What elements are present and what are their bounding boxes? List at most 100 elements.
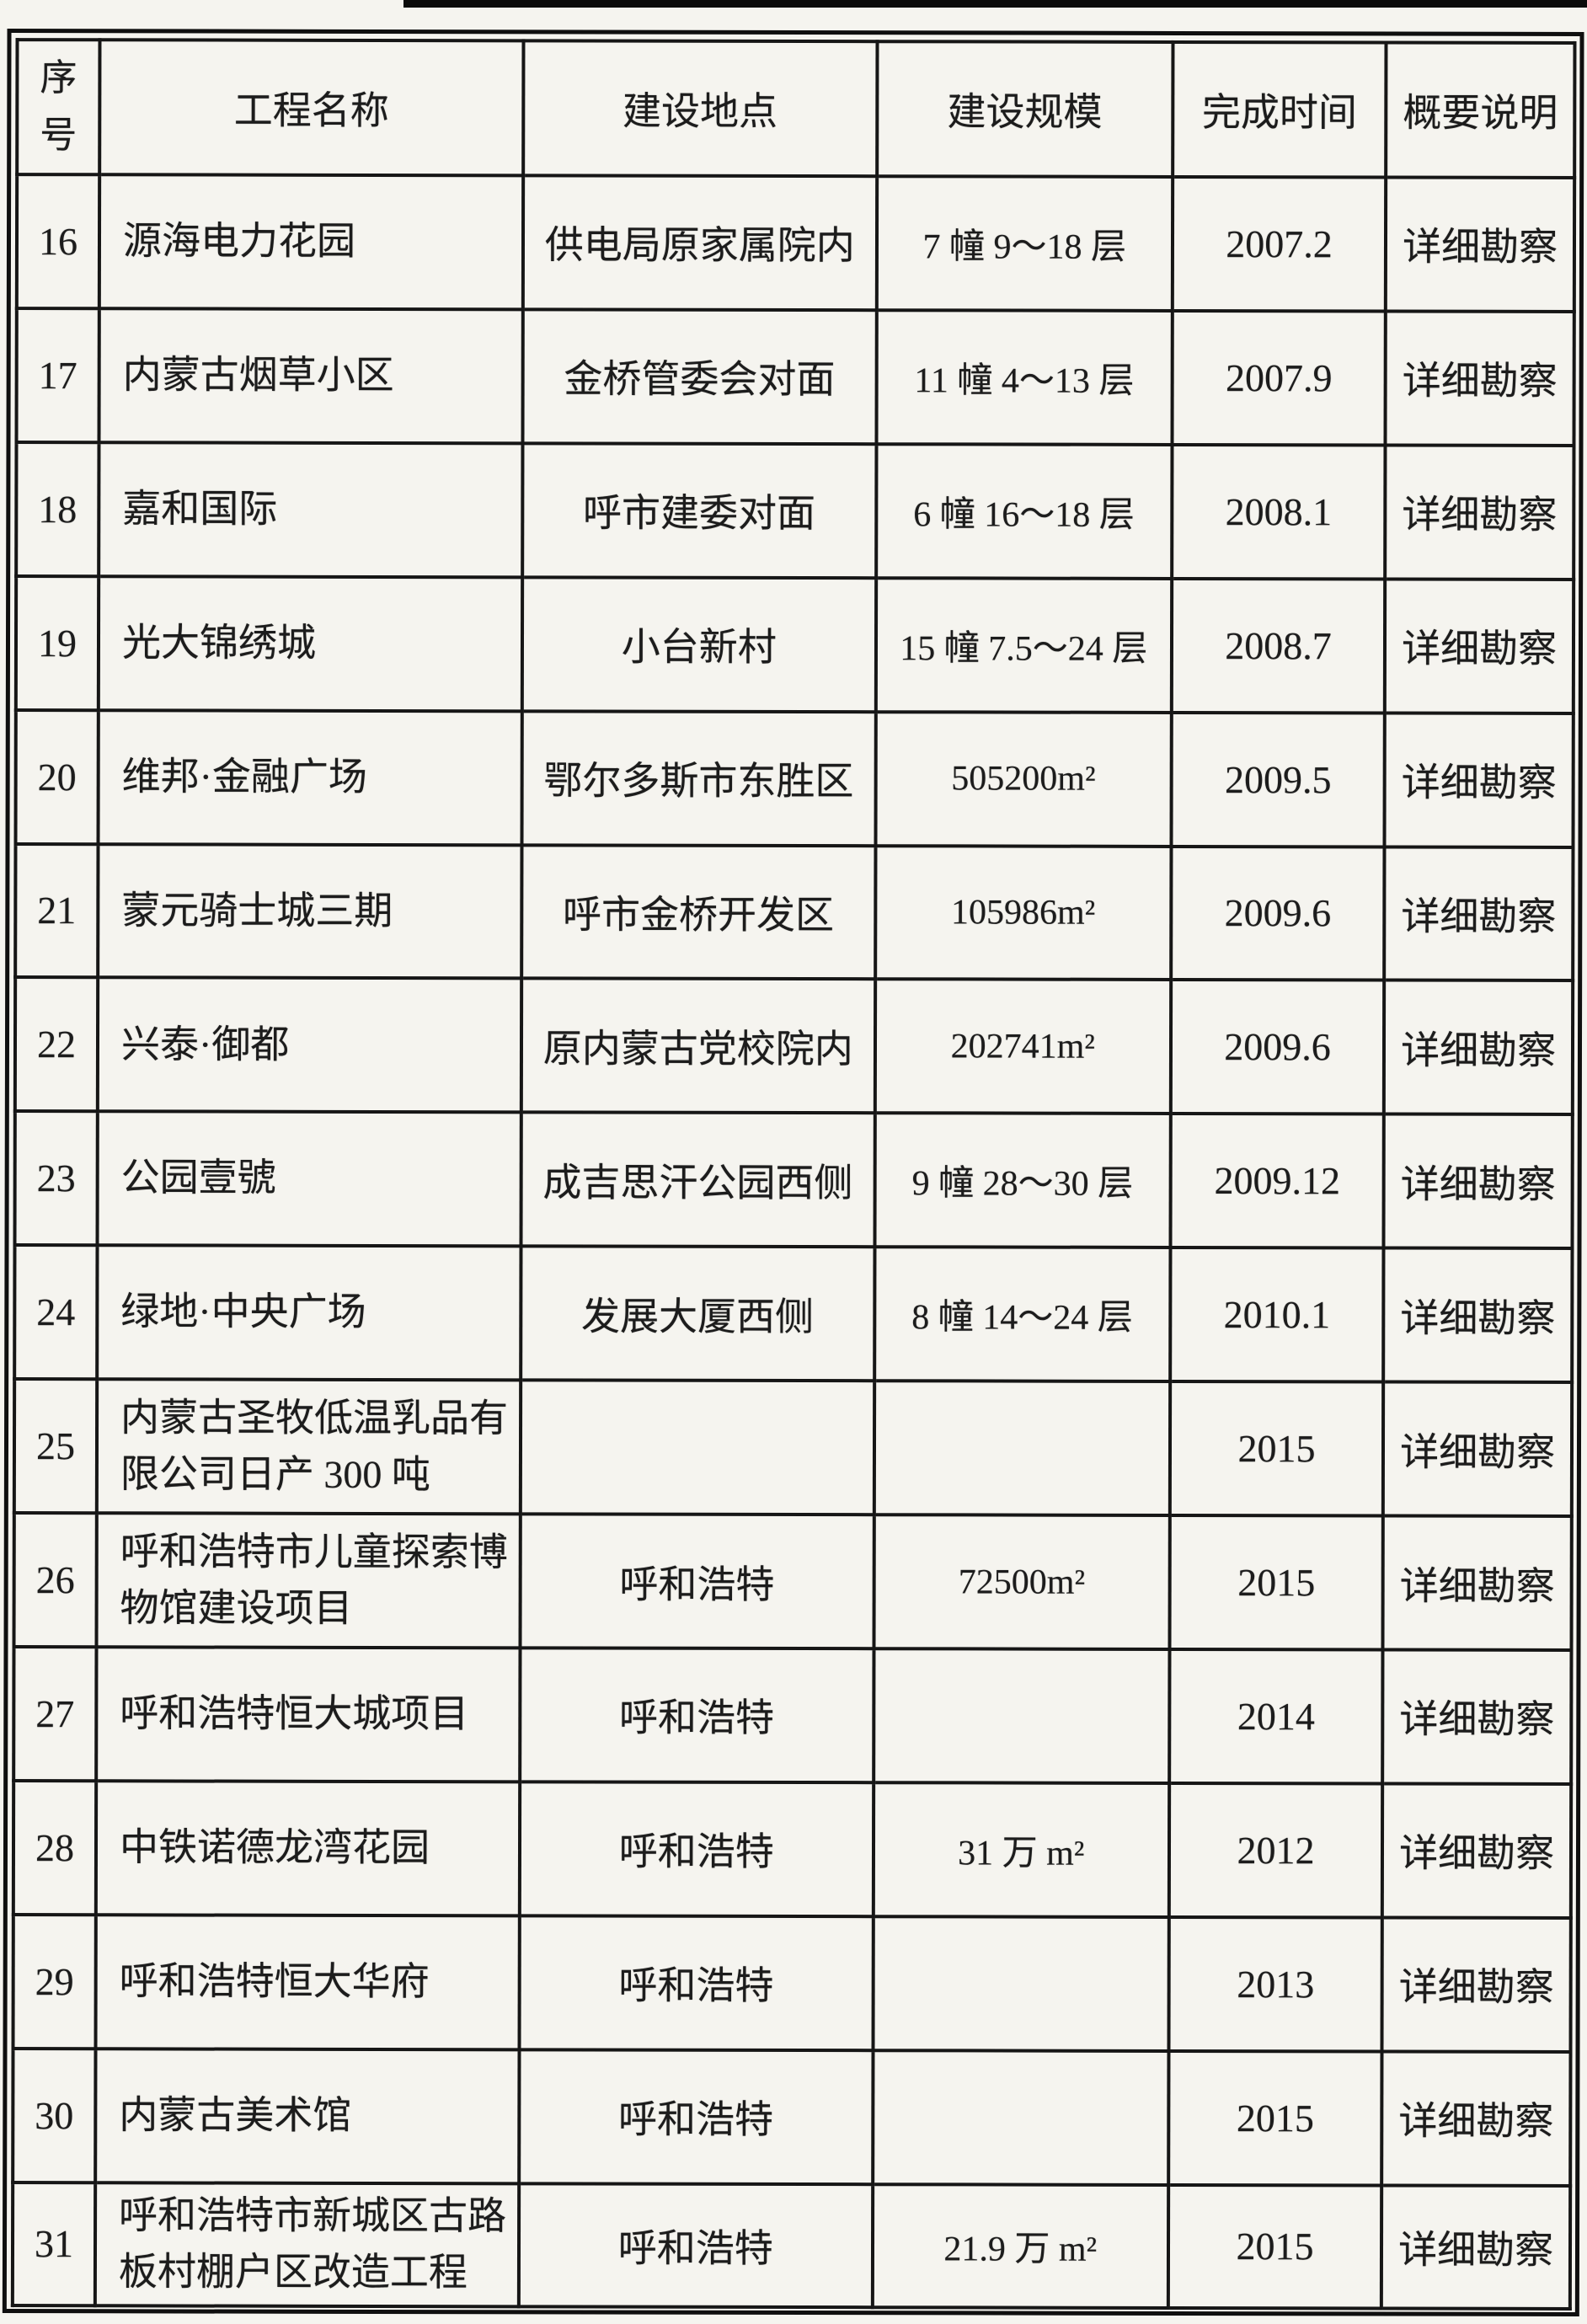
cell-no: 21 bbox=[15, 843, 99, 978]
cell-scale bbox=[872, 2049, 1169, 2185]
cell-time: 2015 bbox=[1168, 2184, 1382, 2309]
cell-name: 呼和浩特市新城区古路板村棚户区改造工程 bbox=[94, 2182, 520, 2307]
cell-note: 详细勘察 bbox=[1383, 1114, 1573, 1249]
cell-time: 2012 bbox=[1168, 1782, 1383, 1918]
cell-scale: 11 幢 4～13 层 bbox=[876, 310, 1173, 445]
cell-name: 绿地·中央广场 bbox=[97, 1245, 521, 1381]
table-row: 23 公园壹號 成吉思汗公园西侧 9 幢 28～30 层 2009.12 详细勘察 bbox=[14, 1111, 1573, 1249]
table-row: 21 蒙元骑士城三期 呼市金桥开发区 105986m² 2009.6 详细勘察 bbox=[15, 843, 1574, 981]
cell-location: 呼和浩特 bbox=[520, 1648, 874, 1783]
cell-scale bbox=[873, 1648, 1170, 1783]
table-row: 24 绿地·中央广场 发展大厦西侧 8 幢 14～24 层 2010.1 详细勘察 bbox=[14, 1245, 1573, 1383]
cell-name: 嘉和国际 bbox=[99, 442, 523, 578]
cell-time: 2009.6 bbox=[1170, 980, 1385, 1114]
cell-note: 详细勘察 bbox=[1381, 2185, 1571, 2309]
cell-time: 2007.2 bbox=[1172, 176, 1387, 312]
cell-location: 金桥管委会对面 bbox=[522, 309, 877, 445]
cell-note: 详细勘察 bbox=[1384, 847, 1574, 981]
table-row: 22 兴泰·御都 原内蒙古党校院内 202741m² 2009.6 详细勘察 bbox=[14, 977, 1574, 1115]
cell-no: 29 bbox=[13, 1914, 96, 2049]
cell-location: 原内蒙古党校院内 bbox=[521, 978, 875, 1114]
cell-scale: 6 幢 16～18 层 bbox=[875, 444, 1173, 579]
cell-location: 呼和浩特 bbox=[519, 1915, 874, 2050]
cell-scale: 31 万 m² bbox=[873, 1782, 1170, 1917]
cell-note: 详细勘察 bbox=[1385, 579, 1574, 713]
cell-scale: 72500m² bbox=[874, 1515, 1170, 1649]
cell-scale: 505200m² bbox=[875, 711, 1172, 847]
cell-name: 中铁诺德龙湾花园 bbox=[95, 1781, 521, 1916]
cell-name: 兴泰·御都 bbox=[97, 977, 522, 1113]
column-header-scale: 建设规模 bbox=[876, 41, 1173, 177]
cell-scale: 15 幢 7.5～24 层 bbox=[875, 577, 1173, 713]
cell-note: 详细勘察 bbox=[1385, 445, 1574, 580]
cell-name: 源海电力花园 bbox=[99, 174, 524, 310]
cell-note: 详细勘察 bbox=[1386, 177, 1575, 312]
table-row: 29 呼和浩特恒大华府 呼和浩特 2013 详细勘察 bbox=[13, 1914, 1571, 2052]
cell-time: 2014 bbox=[1169, 1648, 1383, 1784]
cell-no: 16 bbox=[16, 174, 100, 309]
cell-name: 呼和浩特市儿童探索博物馆建设项目 bbox=[96, 1513, 521, 1648]
cell-time: 2009.5 bbox=[1171, 712, 1386, 847]
cell-note: 详细勘察 bbox=[1383, 1247, 1573, 1383]
cell-location: 呼和浩特 bbox=[520, 1514, 874, 1649]
cell-name: 内蒙古美术馆 bbox=[95, 2048, 520, 2183]
cell-no: 25 bbox=[13, 1379, 98, 1514]
cell-note: 详细勘察 bbox=[1384, 713, 1574, 847]
cell-no: 28 bbox=[13, 1780, 97, 1915]
table-row: 27 呼和浩特恒大城项目 呼和浩特 2014 详细勘察 bbox=[13, 1647, 1572, 1784]
table-row: 18 嘉和国际 呼市建委对面 6 幢 16～18 层 2008.1 详细勘察 bbox=[16, 441, 1574, 580]
cell-time: 2008.1 bbox=[1172, 444, 1386, 580]
table-row: 16 源海电力花园 供电局原家属院内 7 幢 9～18 层 2007.2 详细勘察 bbox=[16, 174, 1575, 312]
header-row: 序 号工程名称 建设地点 建设规模 完成时间 概要说明 bbox=[17, 40, 1575, 178]
cell-name: 呼和浩特恒大城项目 bbox=[96, 1647, 521, 1782]
cell-scale: 21.9 万 m² bbox=[872, 2183, 1169, 2308]
cell-no: 26 bbox=[13, 1513, 97, 1648]
cell-name: 光大锦绣城 bbox=[98, 575, 523, 711]
table-head: 序 号工程名称 建设地点 建设规模 完成时间 概要说明 bbox=[17, 40, 1575, 178]
cell-no: 30 bbox=[13, 2048, 96, 2182]
column-header-note: 概要说明 bbox=[1386, 42, 1575, 178]
cell-time: 2010.1 bbox=[1170, 1247, 1384, 1382]
table-row: 19 光大锦绣城 小台新村 15 幢 7.5～24 层 2008.7 详细勘察 bbox=[15, 575, 1574, 713]
cell-no: 20 bbox=[15, 709, 99, 844]
cell-no: 24 bbox=[14, 1245, 98, 1380]
cell-name: 呼和浩特恒大华府 bbox=[95, 1915, 520, 2050]
cell-location: 呼市建委对面 bbox=[522, 443, 877, 578]
table-row: 17 内蒙古烟草小区 金桥管委会对面 11 幢 4～13 层 2007.9 详细勘察 bbox=[16, 307, 1574, 446]
column-header-name: 工程名称 bbox=[99, 40, 524, 176]
cell-location: 成吉思汗公园西侧 bbox=[521, 1112, 875, 1247]
cell-location: 呼市金桥开发区 bbox=[521, 844, 876, 980]
cell-location: 呼和浩特 bbox=[519, 1782, 874, 1916]
cell-time: 2015 bbox=[1168, 2050, 1382, 2186]
cell-name: 内蒙古烟草小区 bbox=[99, 308, 523, 444]
cell-time: 2008.7 bbox=[1171, 578, 1386, 713]
table-row: 31 呼和浩特市新城区古路板村棚户区改造工程 呼和浩特 21.9 万 m² 2015 详细… bbox=[12, 2182, 1571, 2309]
cell-location: 鄂尔多斯市东胜区 bbox=[521, 710, 876, 846]
cell-note: 详细勘察 bbox=[1382, 1783, 1572, 1918]
cell-note: 详细勘察 bbox=[1384, 980, 1574, 1115]
cell-name: 内蒙古圣牧低温乳品有限公司日产 300 吨 bbox=[96, 1379, 521, 1515]
cell-name: 蒙元骑士城三期 bbox=[98, 843, 522, 979]
table-row: 30 内蒙古美术馆 呼和浩特 2015 详细勘察 bbox=[13, 2048, 1571, 2186]
cell-scale: 9 幢 28～30 层 bbox=[874, 1113, 1171, 1248]
cell-note: 详细勘察 bbox=[1382, 1515, 1572, 1650]
cell-scale: 105986m² bbox=[874, 845, 1172, 980]
table-row: 25 内蒙古圣牧低温乳品有限公司日产 300 吨 2015 详细勘察 bbox=[13, 1379, 1573, 1516]
cell-no: 23 bbox=[14, 1111, 98, 1246]
cell-time: 2015 bbox=[1169, 1515, 1384, 1650]
scan-artifact-bar bbox=[403, 0, 1587, 8]
column-header-time: 完成时间 bbox=[1173, 41, 1387, 178]
cell-time: 2015 bbox=[1169, 1381, 1384, 1516]
column-header-location: 建设地点 bbox=[523, 40, 878, 177]
projects-table: 序 号工程名称 建设地点 建设规模 完成时间 概要说明 16 源海电力花园 供电局原家属院内… bbox=[11, 38, 1577, 2311]
cell-scale bbox=[873, 1915, 1169, 2051]
cell-name: 公园壹號 bbox=[97, 1111, 521, 1247]
cell-location: 呼和浩特 bbox=[518, 2182, 873, 2308]
cell-location: 供电局原家属院内 bbox=[522, 175, 877, 311]
cell-note: 详细勘察 bbox=[1381, 1917, 1571, 2052]
cell-location: 小台新村 bbox=[521, 577, 876, 712]
cell-no: 19 bbox=[15, 575, 99, 710]
cell-no: 31 bbox=[12, 2182, 96, 2306]
